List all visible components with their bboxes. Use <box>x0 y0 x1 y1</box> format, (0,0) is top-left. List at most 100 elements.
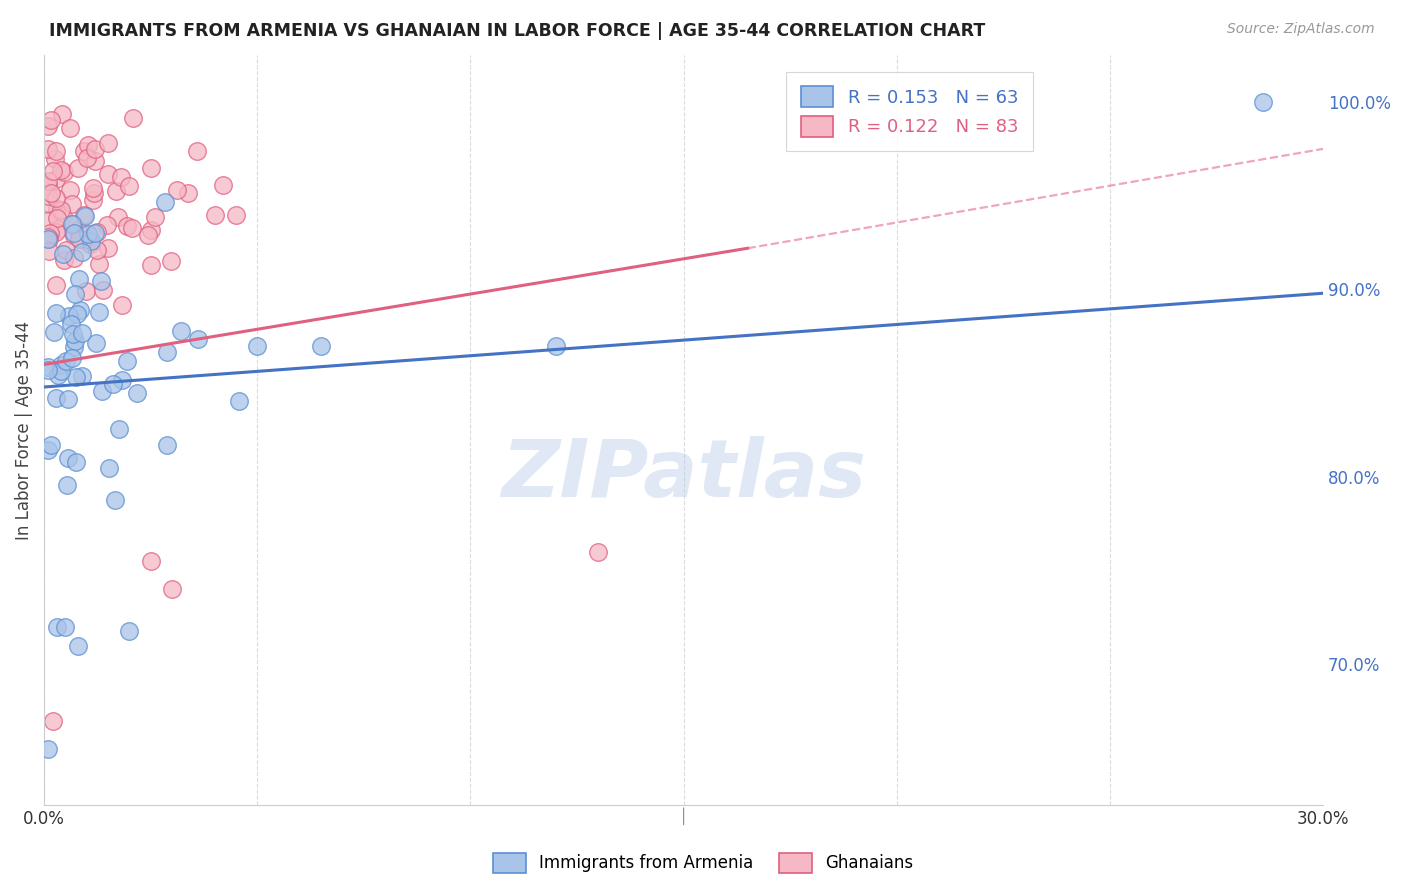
Point <box>45 172 67 186</box>
Point <box>37 214 59 228</box>
Point <box>46 368 69 382</box>
Point <box>37 119 59 133</box>
Point <box>65 454 87 468</box>
Point <box>83 154 105 169</box>
Point <box>82 193 104 207</box>
Point <box>76 285 98 299</box>
Point <box>37 741 59 756</box>
Point <box>39 186 62 201</box>
Point <box>170 325 193 339</box>
Point <box>309 339 332 353</box>
Point <box>53 253 76 268</box>
Point <box>156 438 179 452</box>
Point <box>588 545 610 559</box>
Point <box>1253 95 1275 109</box>
Point <box>46 222 69 236</box>
Point <box>155 194 177 209</box>
Point <box>139 259 162 273</box>
Point <box>72 245 94 260</box>
Point <box>56 450 79 465</box>
Point <box>91 384 114 398</box>
Point <box>42 164 65 178</box>
Point <box>160 582 183 597</box>
Point <box>45 211 67 226</box>
Point <box>67 161 90 175</box>
Point <box>70 326 93 340</box>
Point <box>69 231 91 245</box>
Point <box>45 145 67 159</box>
Point <box>73 210 96 224</box>
Point <box>84 226 107 240</box>
Point <box>80 234 103 248</box>
Point <box>60 318 83 332</box>
Point <box>51 359 73 373</box>
Point <box>110 169 132 184</box>
Point <box>143 210 166 224</box>
Point <box>118 179 141 194</box>
Point <box>49 162 72 177</box>
Point <box>86 225 108 239</box>
Point <box>86 244 108 258</box>
Point <box>60 197 83 211</box>
Point <box>67 639 90 653</box>
Point <box>38 244 60 258</box>
Point <box>108 421 131 435</box>
Text: ZIPatlas: ZIPatlas <box>501 436 866 514</box>
Point <box>60 351 83 366</box>
Point <box>204 207 226 221</box>
Point <box>55 243 77 257</box>
Point <box>544 339 567 353</box>
Point <box>45 391 67 405</box>
Point <box>39 113 62 128</box>
Point <box>91 283 114 297</box>
Point <box>104 185 127 199</box>
Point <box>139 161 162 175</box>
Point <box>83 186 105 201</box>
Point <box>39 226 62 240</box>
Point <box>156 345 179 359</box>
Point <box>136 227 159 242</box>
Point <box>73 145 96 159</box>
Point <box>45 225 67 239</box>
Point <box>37 189 59 203</box>
Point <box>62 340 84 354</box>
Point <box>44 152 66 166</box>
Point <box>63 287 86 301</box>
Point <box>65 369 87 384</box>
Point <box>59 120 82 135</box>
Point <box>37 196 59 211</box>
Point <box>37 231 59 245</box>
Point <box>97 136 120 151</box>
Point <box>56 392 79 406</box>
Point <box>160 253 183 268</box>
Point <box>62 251 84 265</box>
Point <box>70 369 93 384</box>
Point <box>67 232 90 246</box>
Point <box>37 142 59 156</box>
Point <box>177 186 200 201</box>
Point <box>55 620 77 634</box>
Point <box>107 210 129 224</box>
Point <box>55 354 77 368</box>
Point <box>97 241 120 255</box>
Point <box>45 191 67 205</box>
Point <box>139 554 162 568</box>
Point <box>38 232 60 246</box>
Point <box>79 236 101 251</box>
Point <box>103 376 125 391</box>
Point <box>41 714 63 728</box>
Point <box>49 202 72 217</box>
Point <box>51 106 73 120</box>
Point <box>63 334 86 349</box>
Point <box>87 256 110 270</box>
Point <box>127 386 149 401</box>
Point <box>37 174 59 188</box>
Point <box>225 207 247 221</box>
Legend: Immigrants from Armenia, Ghanaians: Immigrants from Armenia, Ghanaians <box>486 847 920 880</box>
Point <box>87 305 110 319</box>
Point <box>82 181 104 195</box>
Point <box>58 310 80 324</box>
Point <box>76 227 98 241</box>
Point <box>66 307 89 321</box>
Point <box>115 219 138 233</box>
